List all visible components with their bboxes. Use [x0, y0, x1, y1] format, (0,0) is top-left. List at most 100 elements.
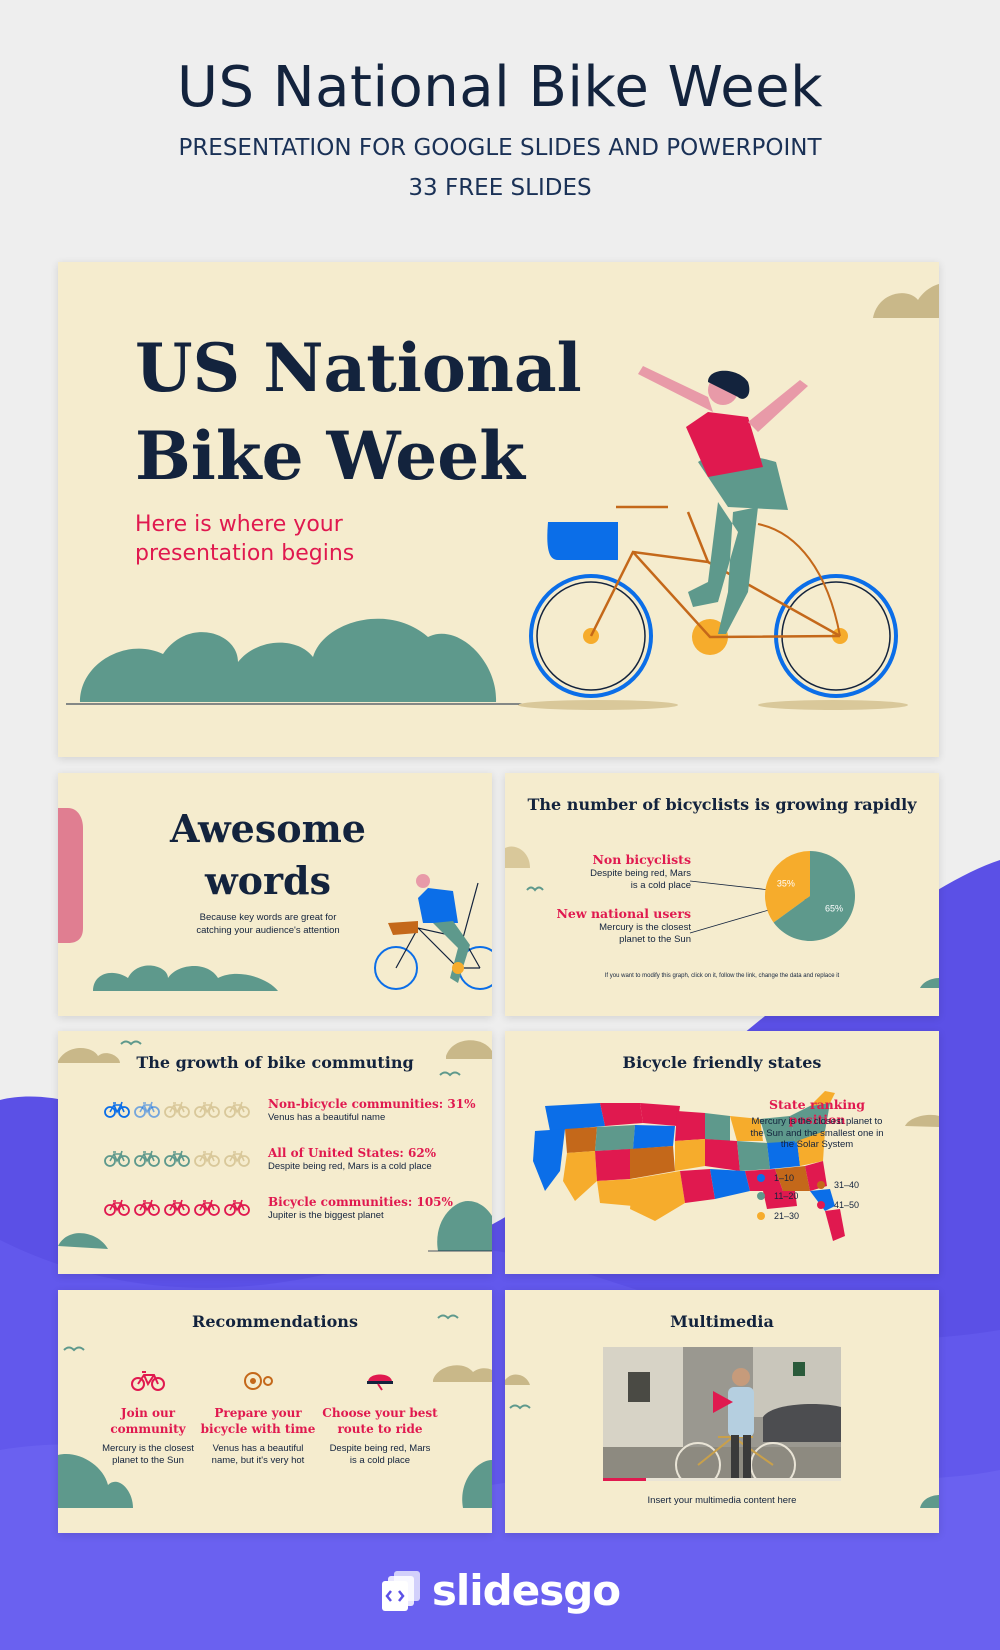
video-progress-track[interactable]	[603, 1478, 841, 1481]
slide-title[interactable]: US National Bike Week Here is where your…	[58, 262, 939, 757]
bike-icons	[104, 1101, 250, 1118]
states-desc-line2: the Sun and the smallest one in	[750, 1127, 884, 1139]
commute-row-label: All of United States: 62%	[268, 1146, 437, 1160]
recommendation-title-line1: Choose your best	[322, 1406, 438, 1420]
slide-awesome-words[interactable]: Awesome words Because key words are grea…	[58, 773, 492, 1016]
bicycle-icon	[224, 1150, 250, 1167]
slide-title-subtitle-line1: Here is where your	[135, 512, 343, 537]
recommendation-item: Choose your best route to ride Despite bei…	[320, 1368, 440, 1466]
legend-item: 11–20	[757, 1191, 798, 1201]
slide-title-heading-line2: Bike Week	[135, 417, 526, 495]
states-desc-line3: the Solar System	[780, 1139, 854, 1150]
legend-range: 31–40	[834, 1180, 860, 1190]
bicycle-icon	[134, 1150, 160, 1167]
slide-states-title: Bicycle friendly states	[622, 1053, 822, 1072]
bicycle-icon	[164, 1199, 190, 1216]
commute-row	[104, 1148, 254, 1173]
us-states-map[interactable]	[505, 1031, 939, 1274]
bike-icons	[104, 1150, 250, 1167]
slide-commuting-decoration	[58, 1040, 492, 1252]
header-slide-count: 33 FREE SLIDES	[408, 175, 592, 201]
play-icon[interactable]	[709, 1389, 735, 1415]
commute-row-label: Bicycle communities: 105%	[268, 1195, 453, 1209]
slide-bicyclists-decoration	[505, 846, 939, 988]
commute-row	[104, 1099, 254, 1124]
slidesgo-logo-icon	[381, 1570, 420, 1611]
commute-row-label: Non-bicycle communities: 31%	[268, 1097, 476, 1111]
recommendation-title-line2: community	[110, 1422, 186, 1436]
legend-dot	[817, 1181, 825, 1189]
recommendation-title-line1: Join our	[120, 1406, 176, 1420]
bicycle-icon	[134, 1199, 160, 1216]
pie-desc-new-users-line2: planet to the Sun	[619, 934, 691, 945]
commute-row	[104, 1197, 254, 1222]
helmet-icon	[367, 1374, 393, 1391]
chainring-icon	[244, 1372, 273, 1390]
recommendation-desc-line1: Venus has a beautiful	[212, 1443, 304, 1454]
bicycle-icon	[104, 1199, 130, 1216]
footer-logo[interactable]: slidesgo	[0, 1563, 1000, 1615]
recommendation-title-line2: route to ride	[337, 1422, 423, 1436]
pie-slice-2[interactable]	[773, 851, 855, 941]
slide-awesome-body-line1: Because key words are great for	[199, 912, 337, 923]
slide-multimedia-decoration	[505, 1374, 939, 1508]
bicycle-icon	[104, 1101, 130, 1118]
slide-awesome-heading-line1: Awesome	[170, 806, 366, 851]
legend-item: 21–30	[757, 1211, 799, 1221]
states-desc-line1: Mercury is the closest planet to	[751, 1116, 883, 1127]
bicycle-icon	[194, 1101, 220, 1118]
recommendation-desc-line1: Despite being red, Mars	[329, 1443, 431, 1454]
legend-dot	[757, 1212, 765, 1220]
bicycle-icon	[224, 1101, 250, 1118]
slide-title-heading-line1: US National	[135, 329, 582, 407]
recommendation-desc-line2: is a cold place	[349, 1454, 411, 1466]
states-ranking-label: State ranking position	[769, 1097, 865, 1127]
slide-recommendations[interactable]: Recommendations Join our community Mercury…	[58, 1290, 492, 1533]
slide-recommendations-title: Recommendations	[192, 1312, 358, 1331]
pie-desc-non-bicyclists-line2: is a cold place	[630, 880, 691, 891]
slide-multimedia-title: Multimedia	[670, 1312, 774, 1331]
slide-bicyclists-title: The number of bicyclists is growing rapi…	[527, 795, 917, 814]
bicycle-icon	[194, 1199, 220, 1216]
slide-recommendations-decoration	[58, 1314, 492, 1508]
legend-range: 41–50	[834, 1200, 860, 1210]
bicycle-icon	[194, 1150, 220, 1167]
slide-bicyclists-pie[interactable]: 35% 65% The number of bicyclists is growi…	[505, 773, 939, 1016]
recommendation-item: Join our community Mercury is the closest p…	[88, 1368, 208, 1466]
slide-commuting-title: The growth of bike commuting	[136, 1053, 414, 1072]
legend-item: 41–50	[817, 1200, 859, 1210]
video-progress-fill	[603, 1478, 646, 1481]
bicycle-icon	[224, 1199, 250, 1216]
pie-data-label-2: 65%	[825, 903, 843, 913]
pie-data-label-1: 35%	[777, 879, 795, 889]
video-player[interactable]	[603, 1347, 841, 1481]
legend-dot	[817, 1201, 825, 1209]
legend-item: 31–40	[817, 1180, 859, 1190]
legend-dot	[757, 1192, 765, 1200]
slide-awesome-words-illustration	[58, 808, 492, 991]
slide-bicycle-states[interactable]: Bicycle friendly states State ranking po…	[505, 1031, 939, 1274]
commute-row-desc: Despite being red, Mars is a cold place	[268, 1161, 432, 1172]
video-thumbnail	[603, 1347, 841, 1481]
header-title: US National Bike Week	[176, 55, 824, 120]
recommendation-desc-line1: Mercury is the closest	[102, 1443, 194, 1454]
slide-awesome-heading-line2: words	[204, 858, 332, 903]
pie-label-non-bicyclists: Non bicyclists	[592, 852, 691, 867]
slide-multimedia[interactable]: Multimedia Insert your multimedia conten…	[505, 1290, 939, 1533]
legend-range: 21–30	[774, 1211, 800, 1221]
bicycle-icon	[134, 1101, 160, 1118]
pie-slice-1[interactable]	[765, 851, 810, 923]
legend-dot	[757, 1174, 765, 1182]
recommendation-title-line1: Prepare your	[214, 1406, 302, 1420]
slide-bike-commuting[interactable]: The growth of bike commuting Non-bicycle…	[58, 1031, 492, 1274]
pie-chart[interactable]: 35% 65%	[505, 773, 939, 1016]
multimedia-caption: Insert your multimedia content here	[647, 1495, 797, 1506]
legend-range: 11–20	[774, 1191, 799, 1201]
header-subtitle: PRESENTATION FOR GOOGLE SLIDES AND POWER…	[178, 135, 822, 161]
bike-icons	[104, 1199, 250, 1216]
recommendation-desc-line2: planet to the Sun	[112, 1454, 184, 1466]
bicycle-icon	[164, 1101, 190, 1118]
slide-title-subtitle-line2: presentation begins	[135, 541, 355, 566]
bicycle-icon	[104, 1150, 130, 1167]
recommendation-title-line2: bicycle with time	[200, 1422, 316, 1436]
